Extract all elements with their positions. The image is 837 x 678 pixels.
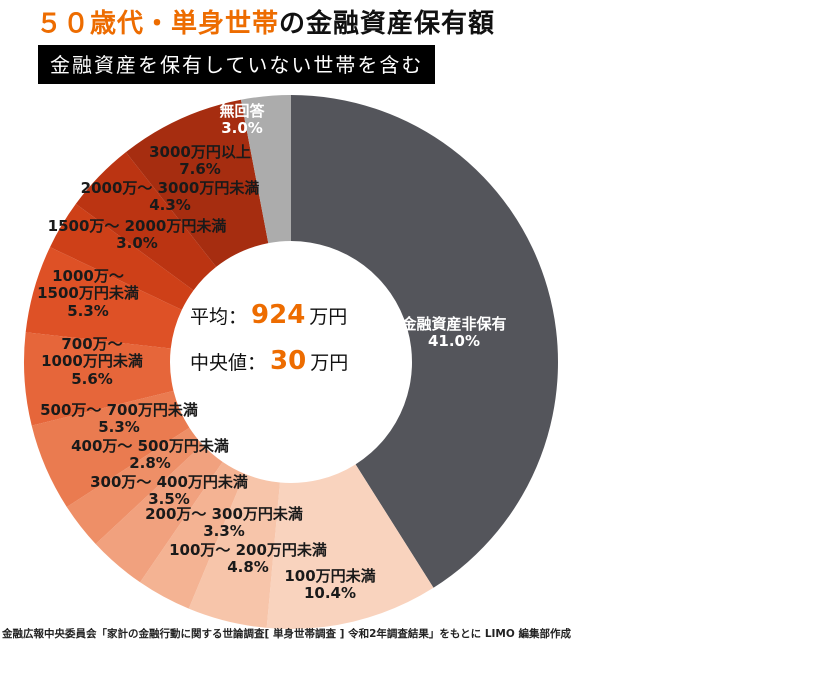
pie-segment-1 xyxy=(266,464,434,629)
segment-pct: 5.3% xyxy=(98,418,140,437)
pie-segment-label-12: 無回答 3.0% xyxy=(219,102,265,138)
pie-segment-label-0: 金融資産非保有 41.0% xyxy=(401,315,507,351)
pie-segment-label-11: 3000万円以上 7.6% xyxy=(149,143,251,179)
segment-pct: 5.6% xyxy=(71,369,113,388)
pie-segment-label-9: 1500万〜 2000万円未満 3.0% xyxy=(47,217,227,253)
segment-name: 100万〜 200万円未満 xyxy=(169,541,327,559)
pie-segment-2 xyxy=(188,473,280,628)
segment-name: 500万〜 700万円未満 xyxy=(40,401,198,419)
segment-name: 400万〜 500万円未満 xyxy=(71,437,229,455)
pie-segment-12 xyxy=(240,95,291,244)
pie-segment-4 xyxy=(95,444,223,583)
segment-pct: 10.4% xyxy=(303,584,357,603)
page-title: ５０歳代・単身世帯の金融資産保有額 xyxy=(36,3,495,40)
pie-segment-11 xyxy=(125,99,269,267)
pie-segment-label-10: 2000万〜 3000万円未満 4.3% xyxy=(80,179,260,215)
pie-segment-0 xyxy=(291,95,558,588)
segment-name: 3000万円以上 xyxy=(149,143,251,161)
pie-segment-5 xyxy=(66,427,203,545)
segment-pct: 7.6% xyxy=(179,160,221,179)
pie-segment-10 xyxy=(75,152,217,291)
median-value: 30 xyxy=(270,346,307,376)
segment-name: 2000万〜 3000万円未満 xyxy=(80,179,260,197)
segment-name: 1500万〜 2000万円未満 xyxy=(47,217,227,235)
title-highlight: ５０歳代・単身世帯 xyxy=(36,9,280,39)
average-unit: 万円 xyxy=(309,306,348,328)
segment-pct: 3.5% xyxy=(148,490,190,509)
segment-name: 金融資産非保有 xyxy=(401,315,507,333)
pie-segment-label-2: 100万〜 200万円未満 4.8% xyxy=(169,541,327,577)
pie-segment-8 xyxy=(25,247,182,349)
pie-segment-label-8: 1000万〜 1500万円未満 5.3% xyxy=(37,267,139,320)
pie-segment-3 xyxy=(140,461,245,609)
pie-segment-label-5: 400万〜 500万円未満 2.8% xyxy=(71,437,229,473)
pie-segment-label-6: 500万〜 700万円未満 5.3% xyxy=(40,401,198,437)
pie-segment-7 xyxy=(23,332,174,426)
pie-segment-label-3: 200万〜 300万円未満 3.3% xyxy=(145,505,303,541)
average-stat: 平均： 924 万円 xyxy=(190,300,348,330)
median-unit: 万円 xyxy=(310,352,349,374)
segment-name: 700万〜 1000万円未満 xyxy=(41,335,143,371)
segment-pct: 41.0% xyxy=(427,332,481,351)
source-note: 金融広報中央委員会「家計の金融行動に関する世論調査[ 単身世帯調査 ] 令和2年… xyxy=(2,628,571,640)
segment-pct: 3.0% xyxy=(221,119,263,138)
segment-name: 200万〜 300万円未満 xyxy=(145,505,303,523)
segment-pct: 4.3% xyxy=(149,196,191,215)
pie-segment-9 xyxy=(50,203,194,310)
average-label: 平均： xyxy=(190,306,248,328)
segment-pct: 2.8% xyxy=(129,454,171,473)
average-value: 924 xyxy=(251,300,306,330)
segment-name: 300万〜 400万円未満 xyxy=(90,473,248,491)
segment-pct: 3.3% xyxy=(203,522,245,541)
segment-pct: 5.3% xyxy=(67,301,109,320)
segment-name: 1000万〜 1500万円未満 xyxy=(37,267,139,303)
segment-pct: 3.0% xyxy=(116,234,158,253)
pie-segment-6 xyxy=(31,390,190,507)
title-rest: の金融資産保有額 xyxy=(279,9,496,39)
median-stat: 中央値： 30 万円 xyxy=(190,346,348,376)
segment-pct: 4.8% xyxy=(227,558,269,577)
subtitle-badge: 金融資産を保有していない世帯を含む xyxy=(38,45,436,84)
segment-name: 100万円未満 xyxy=(284,567,376,585)
pie-segment-label-4: 300万〜 400万円未満 3.5% xyxy=(90,473,248,509)
pie-segment-label-7: 700万〜 1000万円未満 5.6% xyxy=(41,335,143,388)
segment-name: 無回答 xyxy=(219,102,265,120)
chart-center-stats: 平均： 924 万円 中央値： 30 万円 xyxy=(190,300,348,392)
median-label: 中央値： xyxy=(190,352,267,374)
pie-segment-label-1: 100万円未満 10.4% xyxy=(284,567,376,603)
